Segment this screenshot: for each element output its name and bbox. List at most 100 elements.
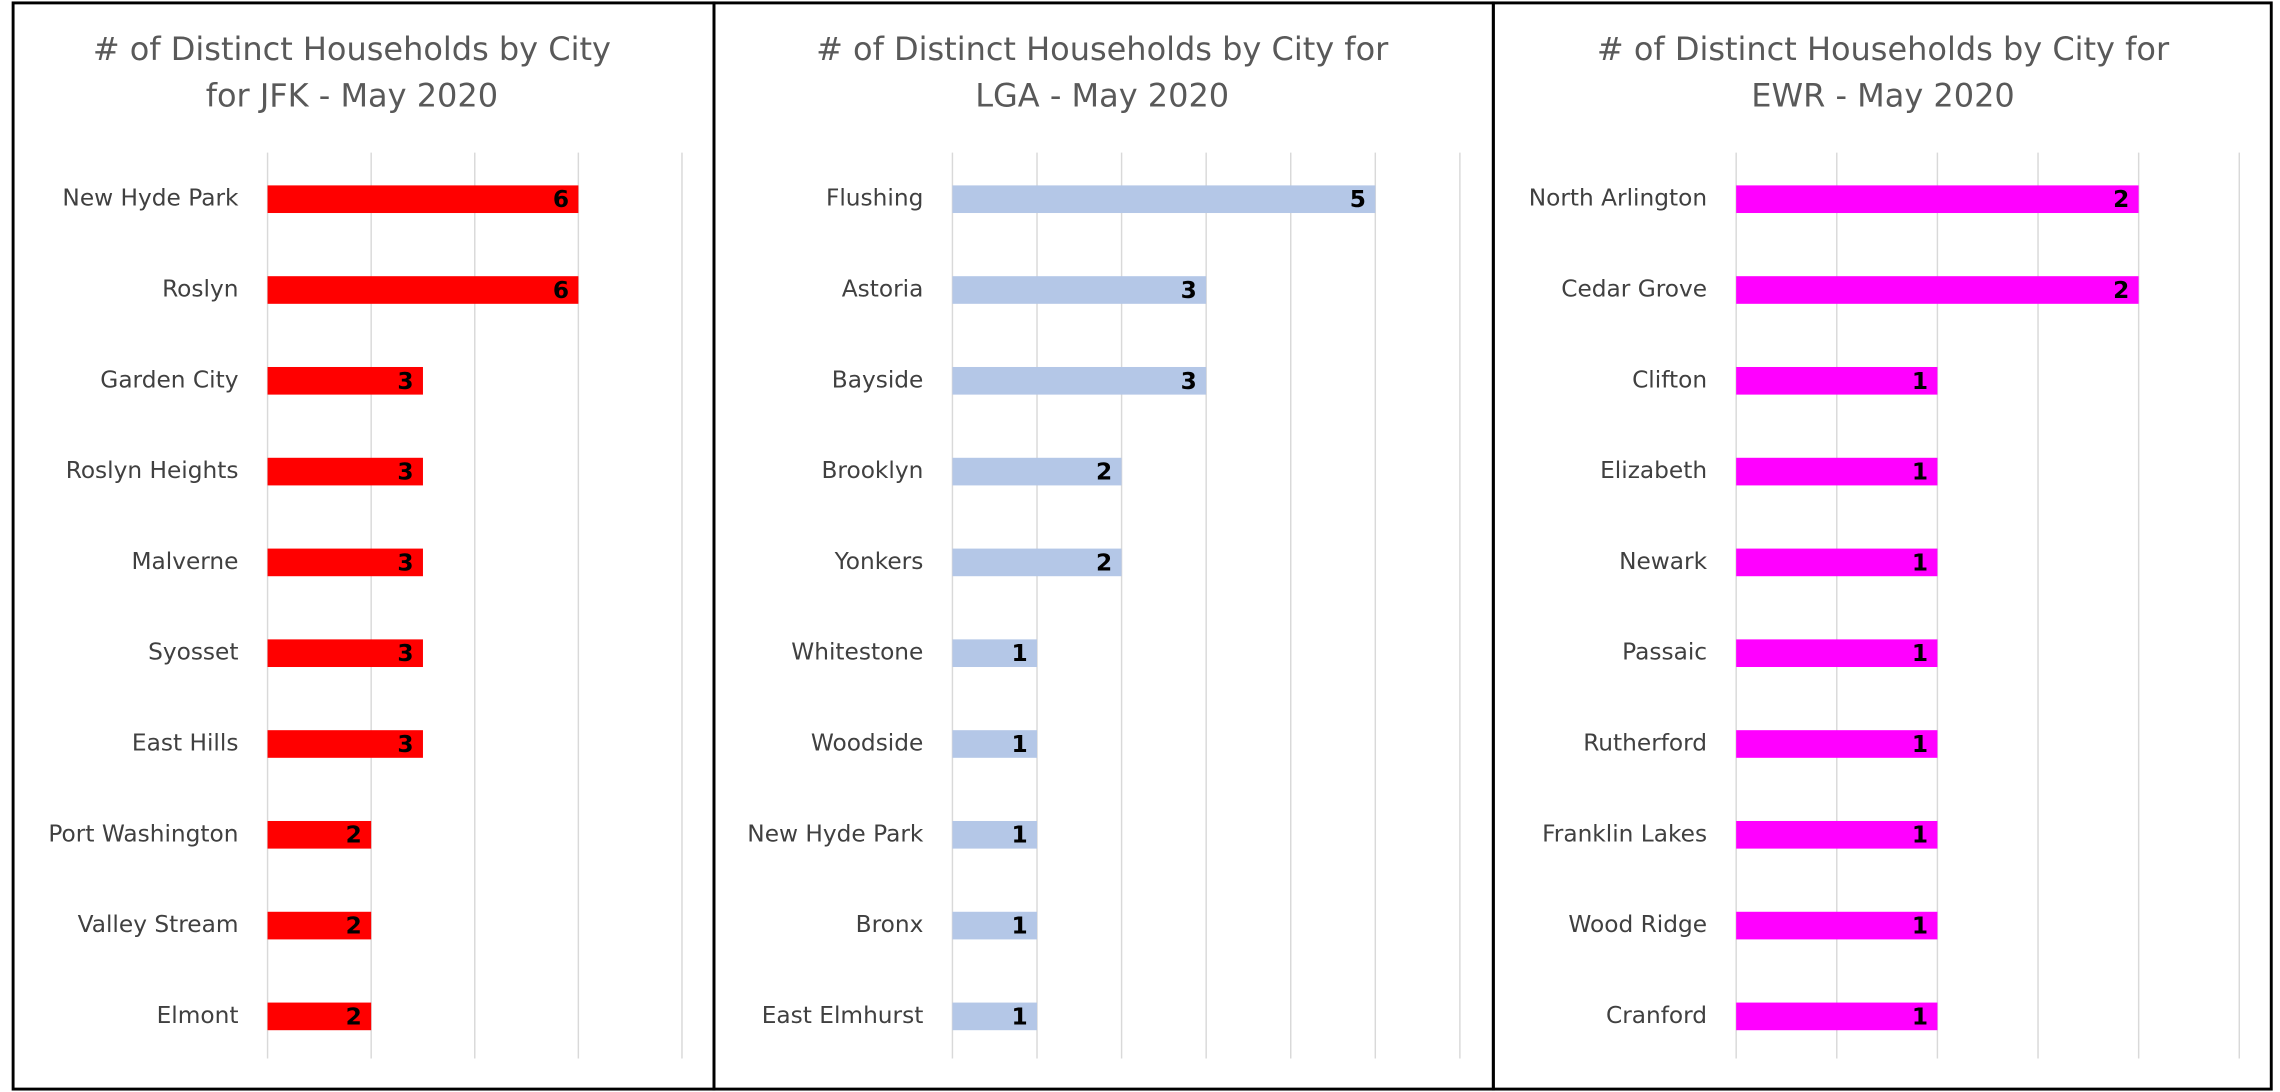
category-label: Port Washington — [48, 820, 238, 847]
category-label: New Hyde Park — [62, 185, 239, 212]
category-label: Flushing — [826, 185, 923, 212]
data-label: 3 — [397, 459, 413, 486]
chart-title: # of Distinct Households by City — [93, 30, 611, 68]
bar — [952, 1002, 1038, 1031]
data-label: 3 — [397, 549, 413, 576]
data-label: 1 — [1912, 1003, 1928, 1030]
category-label: Astoria — [842, 276, 924, 303]
data-label: 2 — [1096, 459, 1112, 486]
bar — [267, 1002, 372, 1031]
bar — [952, 911, 1038, 940]
bar — [1736, 457, 1938, 486]
data-label: 1 — [1011, 640, 1027, 667]
bar — [267, 639, 423, 668]
data-label: 1 — [1912, 640, 1928, 667]
category-label: East Elmhurst — [762, 1002, 924, 1029]
bar — [1736, 639, 1938, 668]
bar — [952, 548, 1122, 577]
data-label: 2 — [346, 913, 362, 940]
bar — [267, 820, 372, 849]
bar — [952, 457, 1122, 486]
category-label: Roslyn — [162, 276, 238, 303]
bar — [267, 730, 423, 758]
category-label: Valley Stream — [78, 911, 239, 938]
bar — [952, 185, 1376, 214]
data-label: 3 — [1181, 368, 1197, 395]
data-label: 3 — [397, 368, 413, 395]
bar — [267, 276, 579, 304]
category-label: Elizabeth — [1600, 457, 1707, 484]
data-label: 6 — [553, 277, 569, 304]
data-label: 1 — [1011, 731, 1027, 758]
data-label: 3 — [1181, 277, 1197, 304]
data-label: 2 — [346, 1003, 362, 1030]
chart-title: # of Distinct Households by City for — [1597, 30, 2170, 68]
bar — [1736, 366, 1938, 395]
data-label: 2 — [1096, 549, 1112, 576]
category-label: Elmont — [157, 1002, 239, 1029]
category-label: Bronx — [856, 911, 924, 938]
bar — [1736, 276, 2139, 304]
bar — [267, 548, 423, 577]
category-label: North Arlington — [1529, 185, 1707, 212]
data-label: 3 — [397, 731, 413, 758]
category-label: Brooklyn — [821, 457, 923, 484]
chart-title: LGA - May 2020 — [975, 76, 1229, 114]
chart-title: for JFK - May 2020 — [206, 76, 498, 114]
data-label: 1 — [1011, 822, 1027, 849]
category-label: Franklin Lakes — [1542, 820, 1707, 847]
data-label: 1 — [1912, 368, 1928, 395]
category-label: East Hills — [132, 729, 239, 756]
category-label: Cedar Grove — [1561, 276, 1707, 303]
bar — [952, 730, 1038, 758]
category-label: Woodside — [811, 729, 923, 756]
bar — [1736, 911, 1938, 940]
data-label: 5 — [1350, 186, 1366, 213]
bar — [1736, 730, 1938, 758]
category-label: Clifton — [1632, 366, 1707, 393]
bar — [1736, 548, 1938, 577]
data-label: 1 — [1912, 731, 1928, 758]
data-label: 1 — [1011, 1003, 1027, 1030]
bar — [267, 457, 423, 486]
category-label: Whitestone — [791, 639, 923, 666]
bar — [1736, 185, 2139, 214]
bar — [1736, 1002, 1938, 1031]
data-label: 3 — [397, 640, 413, 667]
category-label: Garden City — [100, 366, 238, 393]
chart-title: # of Distinct Households by City for — [816, 30, 1389, 68]
category-label: Yonkers — [834, 548, 924, 575]
bar — [952, 366, 1207, 395]
chart-title: EWR - May 2020 — [1751, 76, 2015, 114]
data-label: 1 — [1011, 913, 1027, 940]
bar — [1736, 820, 1938, 849]
panel-frame — [1491, 1, 2273, 1091]
data-label: 6 — [553, 186, 569, 213]
data-label: 2 — [346, 822, 362, 849]
bar — [267, 366, 423, 395]
category-label: Wood Ridge — [1568, 911, 1707, 938]
category-label: New Hyde Park — [747, 820, 924, 847]
bar — [267, 185, 579, 214]
bar — [952, 276, 1207, 304]
data-label: 2 — [2113, 277, 2129, 304]
category-label: Newark — [1619, 548, 1708, 575]
category-label: Cranford — [1606, 1002, 1707, 1029]
data-label: 1 — [1912, 549, 1928, 576]
bar — [267, 911, 372, 940]
category-label: Bayside — [832, 366, 924, 393]
data-label: 1 — [1912, 822, 1928, 849]
category-label: Syosset — [148, 639, 238, 666]
category-label: Passaic — [1622, 639, 1707, 666]
category-label: Malverne — [131, 548, 238, 575]
category-label: Rutherford — [1583, 729, 1707, 756]
bar — [952, 820, 1038, 849]
category-label: Roslyn Heights — [66, 457, 239, 484]
bar — [952, 639, 1038, 668]
data-label: 2 — [2113, 186, 2129, 213]
data-label: 1 — [1912, 913, 1928, 940]
data-label: 1 — [1912, 459, 1928, 486]
